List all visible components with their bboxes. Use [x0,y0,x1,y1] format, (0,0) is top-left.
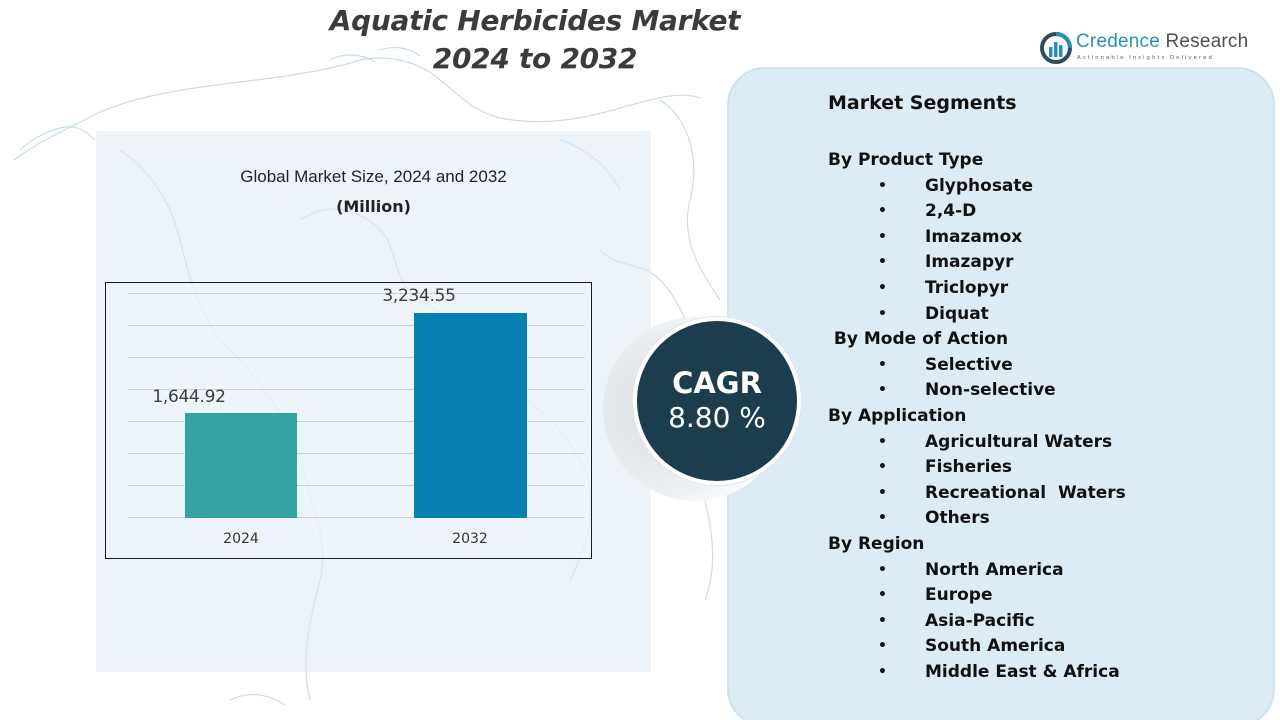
segment-item: • Others [828,506,1268,532]
cagr-badge: CAGR 8.80 % [633,317,801,485]
cagr-value: 8.80 % [668,401,766,434]
segment-item: • Diquat [828,302,1268,328]
segments-title: Market Segments [828,92,1017,114]
brand-name: Credence Research [1076,31,1248,53]
bar-chart: 1,644.92 3,234.55 2024 2032 [105,282,592,559]
bullet-icon: • [878,382,887,399]
gridline-baseline [128,517,585,518]
gridline [128,325,585,326]
chart-unit: (Million) [336,197,411,216]
segment-item-label: Imazapyr [925,252,1014,273]
gridline [128,453,585,454]
segment-item: • 2,4-D [828,199,1268,225]
bar-value-label-2032: 3,234.55 [382,286,456,306]
segment-group-product-type: By Product Type [828,150,984,170]
x-axis-label-2032: 2032 [452,531,488,547]
brand-name-part-1: Credence [1076,31,1160,52]
bullet-icon: • [878,484,887,501]
bullet-icon: • [878,203,887,220]
bullet-icon: • [878,587,887,604]
credence-logo-icon [1040,32,1072,64]
bullet-icon: • [878,638,887,655]
gridline [128,421,585,422]
segment-item: • Middle East & Africa [828,660,1268,686]
bullet-icon: • [878,228,887,245]
segment-item: • Fisheries [828,455,1268,481]
segment-item-label: 2,4-D [925,201,977,222]
segment-item-label: Others [925,508,990,529]
segment-group-region: By Region [828,533,925,554]
bullet-icon: • [878,459,887,476]
gridline [128,389,585,390]
segment-item: • Triclopyr [828,276,1268,302]
brand-name-part-2: Research [1159,31,1249,52]
segment-item: • Asia-Pacific [828,609,1268,635]
cagr-label: CAGR [672,366,762,400]
brand-logo: Credence Research Actionable Insights De… [1040,30,1255,70]
segment-item-label: Recreational Waters [925,482,1126,503]
segment-item-label: Triclopyr [925,277,1009,298]
segment-item: • Recreational Waters [828,481,1268,507]
segment-item: • Selective [828,353,1268,379]
segments-list: By Product Type • Glyphosate • 2,4-D • Imaz… [828,148,1268,685]
segment-item: • Europe [828,583,1268,609]
chart-subtitle: Global Market Size, 2024 and 2032 [240,167,507,186]
bullet-icon: • [878,177,887,194]
bullet-icon: • [878,510,887,527]
segment-item: • Glyphosate [828,174,1268,200]
gridline [128,485,585,486]
bullet-icon: • [878,305,887,322]
bar-value-label-2024: 1,644.92 [152,387,226,407]
segment-item: • South America [828,634,1268,660]
bullet-icon: • [878,663,887,680]
segment-item: • Non-selective [828,378,1268,404]
segment-item: • Agricultural Waters [828,430,1268,456]
segment-item-label: Europe [925,585,993,606]
bullet-icon: • [878,433,887,450]
segment-item-label: Glyphosate [925,175,1034,196]
page-title: Aquatic Herbicides Market 2024 to 2032 [300,2,770,78]
title-line-1: Aquatic Herbicides Market [329,4,741,37]
segment-item-label: Fisheries [925,457,1013,478]
segment-item-label: Middle East & Africa [925,661,1120,682]
bullet-icon: • [878,612,887,629]
title-line-2: 2024 to 2032 [432,42,638,75]
segment-item-label: North America [925,559,1064,580]
brand-tagline: Actionable Insights Delivered [1077,55,1214,61]
segment-item-label: South America [925,636,1066,657]
x-axis-label-2024: 2024 [223,531,259,547]
segment-item: • Imazamox [828,225,1268,251]
segment-item-label: Non-selective [925,380,1056,401]
segment-item: • Imazapyr [828,250,1268,276]
segment-item-label: Agricultural Waters [925,431,1113,452]
segment-item: • North America [828,558,1268,584]
bullet-icon: • [878,356,887,373]
bullet-icon: • [878,279,887,296]
segment-item-label: Diquat [925,303,989,324]
segment-group-application: By Application [828,405,967,426]
bar-2032 [414,313,527,518]
bullet-icon: • [878,254,887,271]
gridline [128,293,585,294]
gridline [128,357,585,358]
segment-item-label: Imazamox [925,226,1023,247]
segment-group-mode-of-action: By Mode of Action [828,329,1009,350]
bullet-icon: • [878,561,887,578]
bar-2024 [185,413,297,518]
segment-item-label: Asia-Pacific [925,610,1035,631]
segment-item-label: Selective [925,354,1013,375]
